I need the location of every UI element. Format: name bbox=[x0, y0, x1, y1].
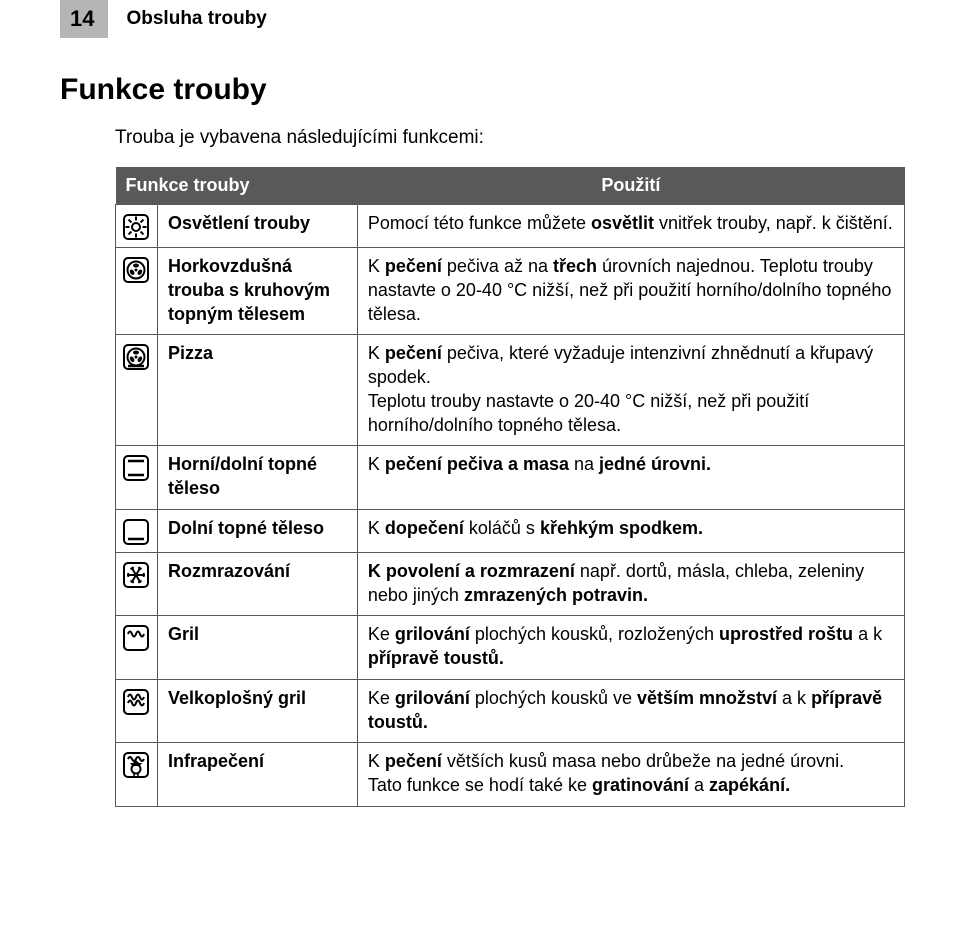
table-body: Osvětlení troubyPomocí této funkce můžet… bbox=[116, 205, 905, 807]
page-header: 14 Obsluha trouby bbox=[60, 0, 900, 38]
function-name: Infrapečení bbox=[157, 743, 357, 807]
function-name: Rozmrazování bbox=[157, 552, 357, 616]
function-use: Ke grilování plochých kousků, rozloženýc… bbox=[357, 616, 904, 680]
function-name: Horní/dolní topné těleso bbox=[157, 446, 357, 510]
defrost-icon bbox=[116, 552, 158, 616]
functions-table: Funkce trouby Použití Osvětlení troubyPo… bbox=[115, 167, 905, 807]
table-row: GrilKe grilování plochých kousků, rozlož… bbox=[116, 616, 905, 680]
function-use: K pečení pečiva a masa na jedné úrovni. bbox=[357, 446, 904, 510]
function-name: Gril bbox=[157, 616, 357, 680]
bottom-icon bbox=[116, 509, 158, 552]
page-title: Funkce trouby bbox=[60, 73, 900, 107]
function-use: K pečení větších kusů masa nebo drůbeže … bbox=[357, 743, 904, 807]
section-title: Obsluha trouby bbox=[108, 0, 266, 38]
table-row: Osvětlení troubyPomocí této funkce můžet… bbox=[116, 205, 905, 248]
function-name: Velkoplošný gril bbox=[157, 679, 357, 743]
table-row: InfrapečeníK pečení větších kusů masa ne… bbox=[116, 743, 905, 807]
column-header-function: Funkce trouby bbox=[116, 167, 358, 205]
light-icon bbox=[116, 205, 158, 248]
function-use: Pomocí této funkce můžete osvětlit vnitř… bbox=[357, 205, 904, 248]
table-row: Horkovzdušná trouba s kruhovým topným tě… bbox=[116, 248, 905, 335]
pizza-icon bbox=[116, 335, 158, 446]
table-row: Dolní topné tělesoK dopečení koláčů s kř… bbox=[116, 509, 905, 552]
function-name: Dolní topné těleso bbox=[157, 509, 357, 552]
function-use: Ke grilování plochých kousků ve větším m… bbox=[357, 679, 904, 743]
function-use: K pečení pečiva až na třech úrovních naj… bbox=[357, 248, 904, 335]
top-bottom-icon bbox=[116, 446, 158, 510]
intro-text: Trouba je vybavena následujícími funkcem… bbox=[115, 127, 900, 149]
column-header-use: Použití bbox=[357, 167, 904, 205]
function-use: K pečení pečiva, které vyžaduje intenziv… bbox=[357, 335, 904, 446]
page: 14 Obsluha trouby Funkce trouby Trouba j… bbox=[0, 0, 960, 827]
full-grill-icon bbox=[116, 679, 158, 743]
table-row: Velkoplošný grilKe grilování plochých ko… bbox=[116, 679, 905, 743]
table-row: PizzaK pečení pečiva, které vyžaduje int… bbox=[116, 335, 905, 446]
function-use: K povolení a rozmrazení např. dortů, más… bbox=[357, 552, 904, 616]
grill-icon bbox=[116, 616, 158, 680]
function-name: Pizza bbox=[157, 335, 357, 446]
infra-icon bbox=[116, 743, 158, 807]
function-name: Osvětlení trouby bbox=[157, 205, 357, 248]
table-row: Horní/dolní topné tělesoK pečení pečiva … bbox=[116, 446, 905, 510]
page-number: 14 bbox=[60, 0, 108, 38]
function-name: Horkovzdušná trouba s kruhovým topným tě… bbox=[157, 248, 357, 335]
table-row: RozmrazováníK povolení a rozmrazení např… bbox=[116, 552, 905, 616]
fan-ring-icon bbox=[116, 248, 158, 335]
function-use: K dopečení koláčů s křehkým spodkem. bbox=[357, 509, 904, 552]
